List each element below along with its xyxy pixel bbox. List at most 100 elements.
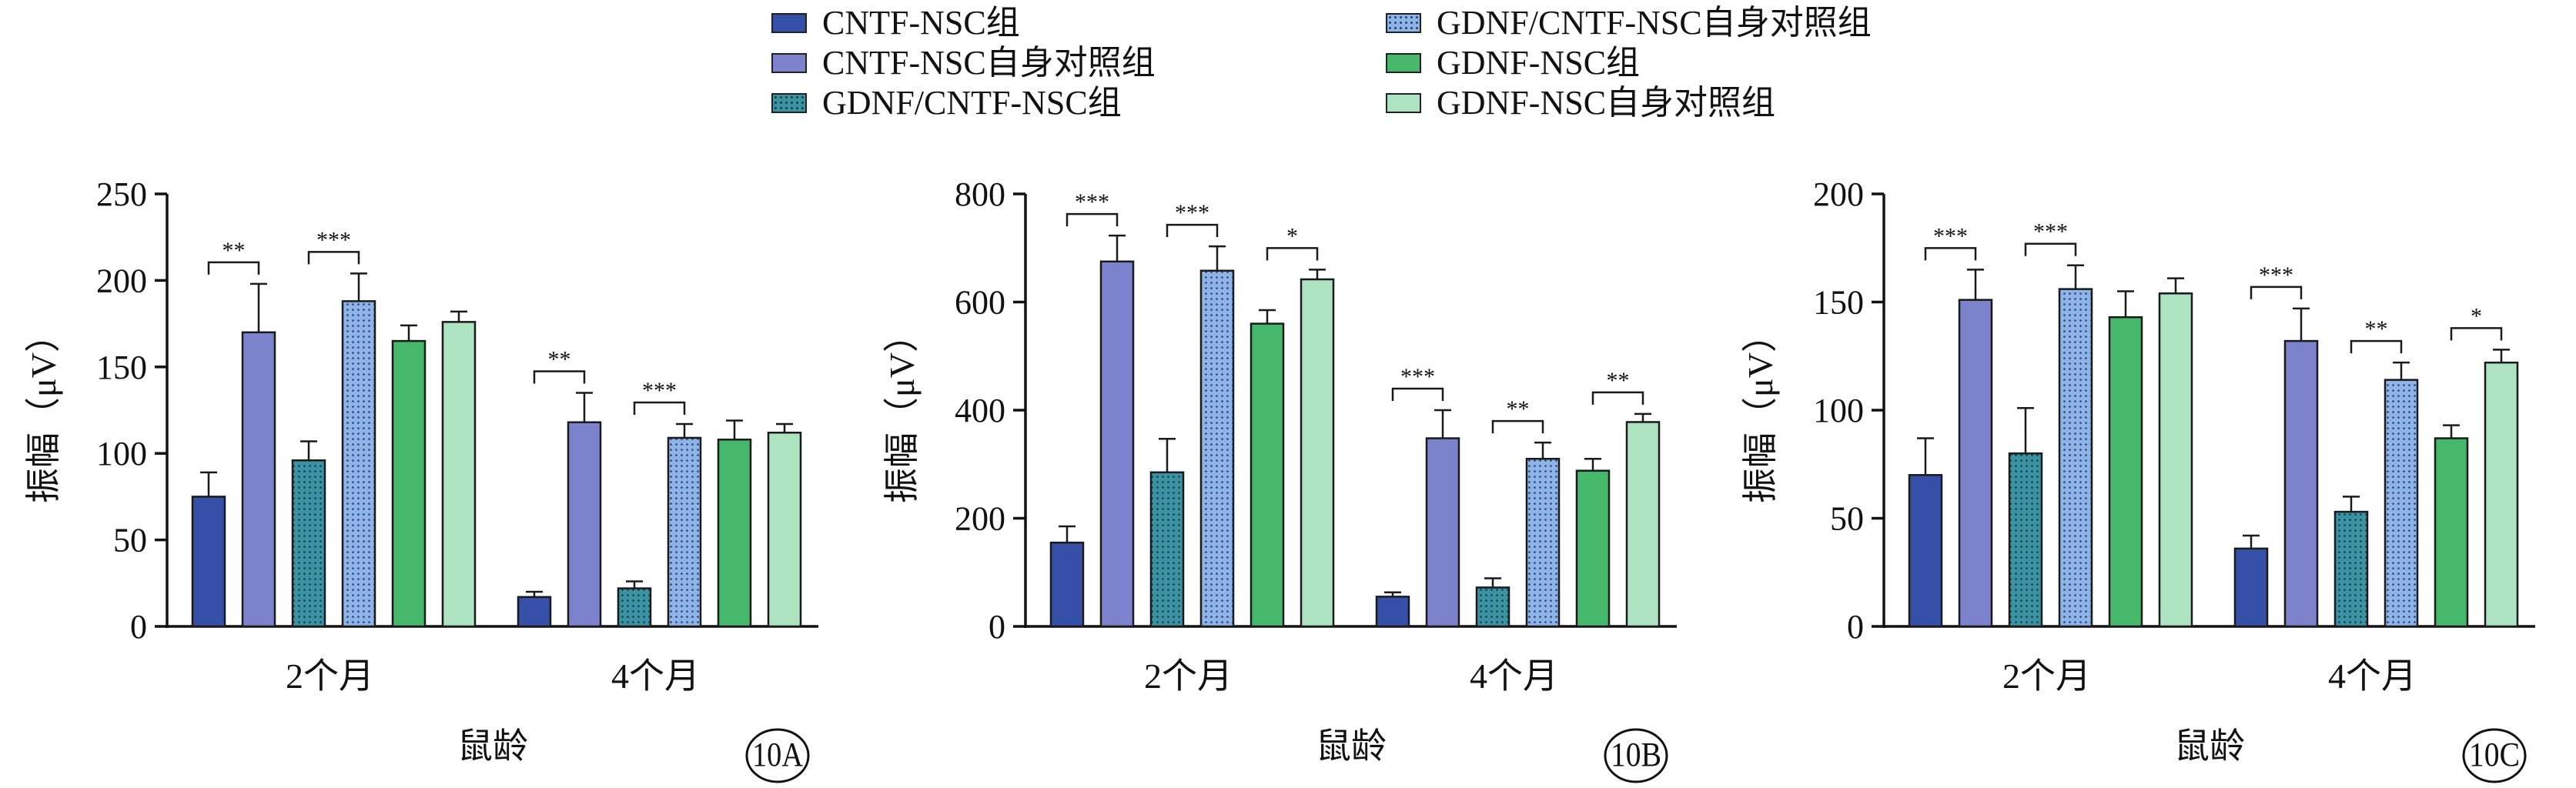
bar [241,331,276,628]
legend-swatch [771,53,807,73]
bar [1250,322,1285,628]
y-tick-label: 0 [989,608,1005,646]
significance-bracket [2250,285,2303,299]
x-tick-label: 2个月 [286,656,374,696]
y-tick-label: 100 [1813,392,1864,429]
significance-label: *** [2259,262,2293,288]
significance-bracket [2450,327,2503,341]
y-tick-label: 400 [955,392,1005,429]
y-tick-label: 0 [1847,608,1864,646]
bar [1625,421,1661,628]
bar [2233,547,2269,628]
bar [1575,469,1611,628]
bar [1300,278,1335,628]
y-tick-label: 200 [96,262,147,299]
x-axis-label: 鼠龄 [2174,726,2245,766]
legend-swatch [771,13,807,33]
x-tick-label: 4个月 [2328,656,2417,696]
bar [1199,269,1235,628]
panel-label-circle [1604,728,1668,783]
y-tick-label: 150 [1813,284,1864,322]
legend-label: CNTF-NSC组 [822,4,1020,42]
bar [1475,586,1510,628]
x-axis-label: 鼠龄 [457,726,528,766]
legend-swatch [1386,93,1421,113]
legend-label: GDNF-NSC自身对照组 [1437,84,1776,122]
y-tick-label: 150 [96,349,147,386]
bar [2058,288,2093,628]
bar [441,321,477,628]
y-tick-label: 100 [96,435,147,472]
bar [717,438,752,628]
legend-label: GDNF/CNTF-NSC组 [822,84,1122,122]
x-tick-label: 2个月 [1144,656,1233,696]
significance-label: *** [1933,223,1968,249]
legend-item-gdnf-nsc-control: GDNF-NSC自身对照组 [1386,83,1775,123]
significance-bracket [1166,223,1219,238]
legend-item-cntf-nsc-control: CNTF-NSC自身对照组 [771,43,1156,83]
panel-label: 10B [1611,736,1661,773]
panel-label-circle [2462,728,2527,783]
legend-swatch [1386,13,1421,33]
significance-label: *** [2033,219,2068,245]
x-tick-label: 4个月 [1470,656,1558,696]
legend-item-gdnf-cntf-nsc-control: GDNF/CNTF-NSC自身对照组 [1386,3,1872,43]
significance-label: ** [1607,368,1630,393]
significance-label: ** [2365,316,2388,342]
y-tick-label: 800 [955,175,1005,213]
y-axis-label: 振幅（μV） [1741,317,1780,503]
legend-item-gdnf-cntf-nsc: GDNF/CNTF-NSC组 [771,83,1122,123]
significance-bracket [207,261,260,275]
bar [341,300,376,628]
significance-bracket [633,401,686,415]
panel-label-circle [745,728,810,783]
x-axis-label: 鼠龄 [1316,726,1387,766]
significance-label: ** [222,238,246,263]
y-tick-label: 200 [1813,175,1864,213]
legend-item-gdnf-nsc: GDNF-NSC组 [1386,43,1640,83]
bar [391,339,427,628]
significance-label: * [2471,303,2482,329]
significance-bracket [533,370,586,384]
significance-label: *** [1400,364,1435,389]
bar [2333,510,2369,628]
significance-bracket [1591,391,1644,405]
bar [2484,361,2519,628]
panel-label: 10A [752,736,803,773]
bar [191,496,226,628]
significance-bracket [307,251,360,265]
y-tick-label: 600 [955,284,1005,322]
significance-label: *** [316,227,351,252]
significance-bracket [2024,242,2077,256]
y-tick-label: 200 [955,500,1005,538]
bar [517,596,552,628]
bar [1149,471,1185,628]
bar [1049,541,1085,628]
x-tick-label: 4个月 [611,656,700,696]
y-tick-label: 250 [96,175,147,213]
significance-label: * [1286,223,1298,249]
bar [1525,457,1561,628]
bar [1099,260,1135,628]
chart-legend: CNTF-NSC组 CNTF-NSC自身对照组 GDNF/CNTF-NSC组 G… [0,0,2576,131]
legend-label: GDNF-NSC组 [1437,44,1641,82]
legend-label: GDNF/CNTF-NSC自身对照组 [1437,4,1872,42]
legend-item-cntf-nsc: CNTF-NSC组 [771,3,1020,43]
significance-bracket [1066,212,1119,227]
significance-label: *** [642,378,677,403]
bar [2008,452,2043,628]
significance-label: ** [1507,396,1530,422]
significance-bracket [1266,247,1319,261]
significance-bracket [1391,387,1444,401]
bar [1425,437,1460,628]
legend-swatch [771,93,807,113]
panel-label: 10C [2469,736,2520,773]
bar [2384,379,2419,628]
bar [767,431,802,628]
legend-label: CNTF-NSC自身对照组 [822,44,1156,82]
y-axis-label: 振幅（μV） [882,317,922,503]
bar [291,459,326,628]
bar [2158,292,2193,628]
